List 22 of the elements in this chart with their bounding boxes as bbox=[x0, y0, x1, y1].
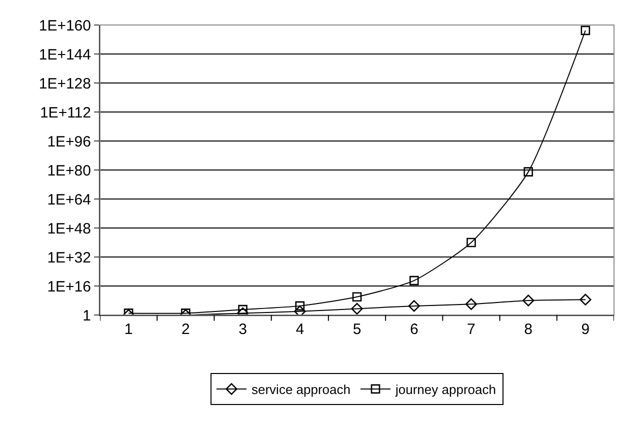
x-tick-label: 3 bbox=[238, 321, 247, 338]
y-tick-label: 1E+144 bbox=[38, 46, 91, 64]
x-tick-label: 8 bbox=[524, 321, 532, 338]
y-tick-label: 1E+48 bbox=[47, 220, 91, 238]
y-tick-label: 1E+16 bbox=[47, 278, 91, 296]
y-tick-label: 1 bbox=[82, 307, 91, 324]
x-tick-label: 4 bbox=[296, 321, 304, 338]
legend-label: journey approach bbox=[394, 382, 496, 398]
x-tick-label: 2 bbox=[182, 321, 190, 338]
x-tick-label: 1 bbox=[124, 321, 133, 338]
y-tick-label: 1E+96 bbox=[47, 133, 91, 150]
x-tick-label: 5 bbox=[352, 321, 362, 338]
y-tick-label: 1E+80 bbox=[47, 162, 91, 180]
y-tick-label: 1E+160 bbox=[38, 17, 91, 34]
y-tick-label: 1E+112 bbox=[40, 104, 91, 122]
x-tick-label: 9 bbox=[581, 321, 590, 338]
x-tick-label: 6 bbox=[410, 321, 418, 338]
y-tick-label: 1E+64 bbox=[47, 191, 91, 208]
legend-label: service approach bbox=[252, 382, 350, 398]
y-tick-label: 1E+128 bbox=[38, 75, 91, 92]
x-tick-label: 7 bbox=[467, 321, 476, 338]
y-tick-label: 1E+32 bbox=[47, 249, 91, 266]
